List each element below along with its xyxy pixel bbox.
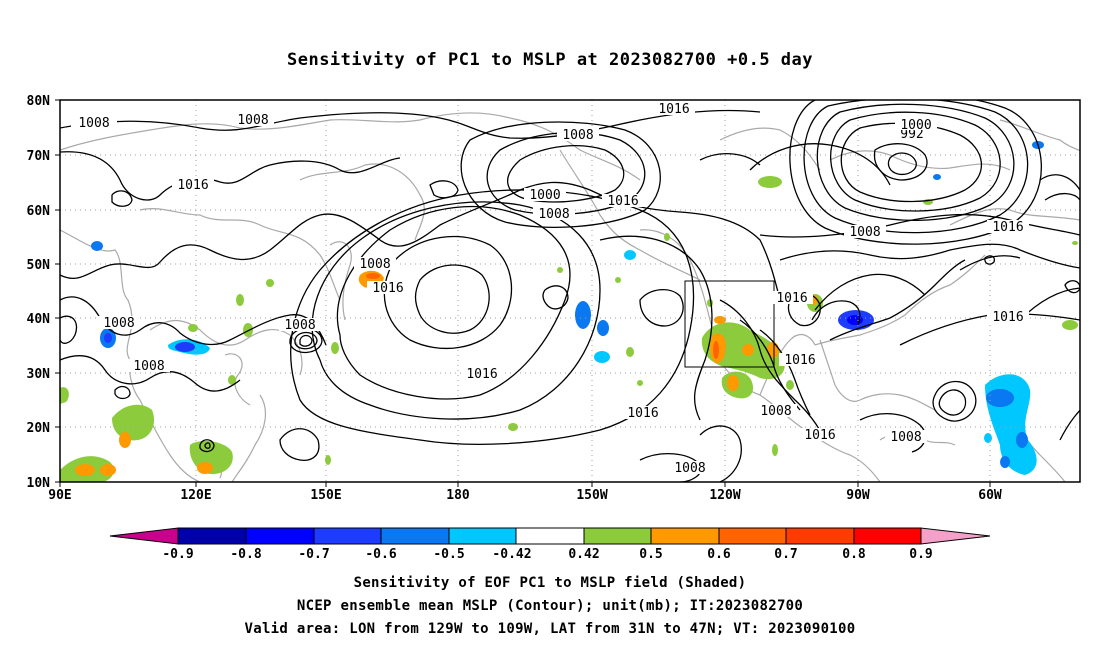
map-border	[59, 99, 1081, 483]
colorbar-cell	[853, 527, 922, 545]
contour-label: 1016	[627, 406, 658, 421]
colorbar-cell	[380, 527, 450, 545]
contour-label: 1016	[804, 428, 835, 443]
contour-label: 1008	[538, 207, 569, 222]
lon-label: 150W	[576, 488, 607, 503]
caption-line-3: Valid area: LON from 129W to 109W, LAT f…	[244, 621, 856, 637]
colorbar-tick-label: 0.9	[909, 547, 932, 562]
contour-label: 1016	[992, 310, 1023, 325]
lat-label: 30N	[27, 367, 51, 382]
colorbar	[109, 527, 991, 545]
lon-label: 120W	[709, 488, 740, 503]
colorbar-cell	[245, 527, 315, 545]
tick-marks	[55, 99, 991, 487]
lon-label: 60W	[978, 488, 1002, 503]
contour-label: 1016	[177, 178, 208, 193]
lat-label: 20N	[27, 421, 51, 436]
lon-label: 180	[446, 488, 470, 503]
contour-label: 1008	[237, 113, 268, 128]
colorbar-tick-label: -0.9	[162, 547, 193, 562]
contour-label: 1016	[776, 291, 807, 306]
colorbar-tick-label: 0.6	[707, 547, 731, 562]
colorbar-max-arrow	[920, 527, 991, 545]
lon-label: 150E	[310, 488, 341, 503]
colorbar-tick-label: 0.7	[774, 547, 797, 562]
colorbar-tick-label: -0.8	[230, 547, 261, 562]
contour-label: 1008	[562, 128, 593, 143]
lon-label: 90E	[48, 488, 71, 503]
caption-line-2: NCEP ensemble mean MSLP (Contour); unit(…	[296, 598, 804, 614]
map-title: Sensitivity of PC1 to MSLP at 2023082700…	[286, 50, 813, 70]
colorbar-tick-label: 0.42	[568, 547, 599, 562]
contour-label: 1008	[760, 404, 791, 419]
contour-label: 1008	[133, 359, 164, 374]
contour-label: 1008	[674, 461, 705, 476]
colorbar-tick-label: 0.8	[842, 547, 866, 562]
colorbar-tick-label: 0.5	[639, 547, 662, 562]
lat-label: 80N	[27, 94, 51, 109]
contour-label: 1008	[103, 316, 134, 331]
colorbar-cell	[650, 527, 720, 545]
valid-area-box	[684, 280, 775, 368]
contour-label-group: 1016 1008 1008 1008 992 1000 1016 1016 1…	[71, 102, 1029, 476]
colorbar-tick-label: -0.7	[298, 547, 329, 562]
lat-label: 10N	[27, 476, 51, 491]
lat-label: 60N	[27, 204, 51, 219]
colorbar-cell	[448, 527, 517, 545]
mslp-contours	[60, 100, 1080, 482]
contour-label: 1008	[890, 430, 921, 445]
colorbar-tick-label: -0.6	[365, 547, 396, 562]
lat-label: 50N	[27, 258, 51, 273]
lat-label: 40N	[27, 312, 51, 327]
contour-label: 992	[900, 127, 923, 142]
colorbar-tick-label: -0.5	[433, 547, 464, 562]
contour-label: 1000	[900, 118, 931, 133]
contour-label: 1016	[658, 102, 689, 117]
colorbar-cell	[313, 527, 382, 545]
colorbar-min-arrow	[109, 527, 179, 545]
colorbar-cell	[718, 527, 787, 545]
lon-label: 120E	[180, 488, 211, 503]
contour-label: 1000	[529, 188, 560, 203]
lat-label: 70N	[27, 149, 51, 164]
contour-label: 1016	[784, 353, 815, 368]
contour-label: 1008	[849, 225, 880, 240]
contour-label: 1016	[607, 194, 638, 209]
colorbar-cell	[515, 527, 585, 545]
lon-label: 90W	[846, 488, 870, 503]
colorbar-cell	[583, 527, 652, 545]
map-frame	[60, 100, 1080, 482]
contour-label: 1008	[284, 318, 315, 333]
caption-line-1: Sensitivity of EOF PC1 to MSLP field (Sh…	[353, 575, 747, 591]
contour-label: 1008	[78, 116, 109, 131]
contour-label: 1016	[372, 281, 403, 296]
sensitivity-shading	[60, 141, 1078, 482]
colorbar-cell	[177, 527, 247, 545]
colorbar-tick-label: -0.42	[492, 547, 531, 562]
contour-label: 1016	[992, 220, 1023, 235]
contour-label: 1008	[359, 257, 390, 272]
contour-label: 1016	[466, 367, 497, 382]
colorbar-cell	[785, 527, 855, 545]
